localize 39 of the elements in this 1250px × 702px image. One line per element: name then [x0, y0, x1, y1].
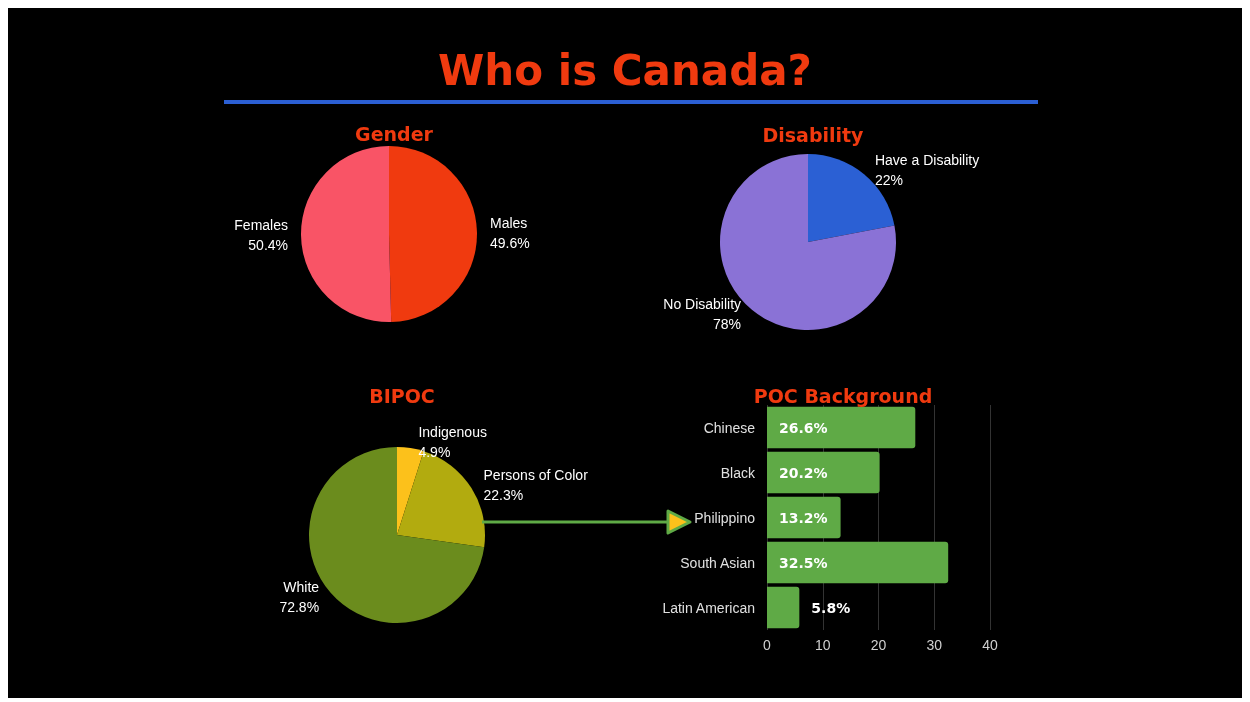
slice-label: Indigenous [418, 424, 487, 441]
data-label: 4.9% [418, 444, 451, 461]
bar [767, 406, 916, 449]
data-label: 5.8% [811, 599, 851, 616]
data-label: 22% [874, 171, 903, 188]
y-tick-label: Chinese [703, 419, 756, 436]
slice-label: Males [489, 214, 528, 231]
data-label: 32.5% [779, 554, 828, 571]
text: Who is Canada? [437, 46, 813, 95]
y-tick-label: South Asian [680, 554, 755, 571]
y-tick-label: Philippino [694, 509, 756, 526]
y-tick-label: Black [720, 464, 756, 481]
y-tick-label: Latin American [662, 599, 755, 616]
chart-title: BIPOC [369, 384, 435, 407]
x-tick-label: 0 [763, 637, 772, 653]
data-label: 26.6% [779, 419, 828, 436]
data-label: 50.4% [248, 237, 289, 254]
data-label: 20.2% [779, 464, 828, 481]
x-tick-label: 40 [982, 637, 998, 653]
bar [767, 496, 841, 539]
data-label: 78% [713, 316, 742, 333]
slice-label: Persons of Color [483, 466, 589, 483]
data-label: 22.3% [483, 486, 524, 503]
slice-label: White [283, 578, 320, 595]
chart-title: Gender [355, 122, 434, 145]
slice-label: No Disability [663, 296, 742, 313]
chart-title: POC Background [753, 384, 933, 407]
bar [767, 541, 949, 584]
x-tick-label: 30 [926, 637, 943, 653]
x-tick-label: 20 [870, 637, 887, 653]
data-label: 49.6% [489, 234, 530, 251]
data-label: 13.2% [779, 509, 828, 526]
slice-label: Females [234, 217, 289, 234]
data-label: 72.8% [279, 598, 320, 615]
slice-label: Have a Disability [874, 151, 980, 168]
bar [767, 586, 800, 629]
x-tick-label: 10 [814, 637, 831, 653]
chart-title: Disability [762, 123, 865, 146]
bar [767, 451, 880, 494]
